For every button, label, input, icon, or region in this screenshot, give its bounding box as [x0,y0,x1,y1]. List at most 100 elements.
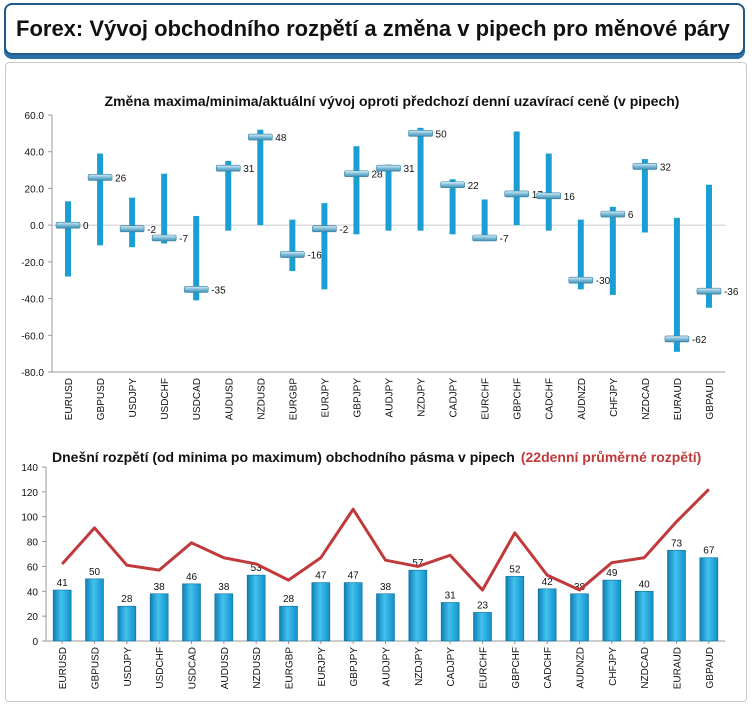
chart2-y-tick-label: 120 [21,488,38,499]
chart2-x-tick-label: EURGBP [285,647,296,690]
chart2-title-highlight: (22denní průměrné rozpětí) [521,449,701,465]
chart1-data-label: -7 [500,234,509,245]
chart1-axes: 60.0 40.0 20.0 0.0 -20.0 -40.0 -60.0 -80.0 [21,111,725,379]
chart2-marks: 41 50 28 38 46 38 53 28 47 47 38 57 31 23 52 42 38 49 40 73… [52,488,719,642]
chart1-x-tick-label: GBPAUD [705,378,716,420]
chart2-data-label: 42 [542,577,554,588]
chart2-bar [440,602,460,642]
chart1-data-label: 50 [436,129,448,140]
chart1-x-tick-label: GBPCHF [513,378,524,420]
chart1-current-marker [600,210,626,218]
chart2-data-label: 47 [315,571,327,582]
chart1-x-tick-label: EURAUD [673,378,684,420]
chart1-x-tick-label: USDCHF [160,378,171,420]
chart1-data-label: 16 [564,192,576,203]
chart2-x-tick-label: NZDJPY [414,647,425,686]
chart2-x-tick-label: EURJPY [317,647,328,687]
chart2-bar [311,582,331,642]
chart1-current-marker [151,234,177,242]
chart2-x-tick-label: CADCHF [543,647,554,689]
chart2-data-label: 38 [218,582,230,593]
chart2-data-label: 23 [477,600,489,611]
chart1-current-marker [280,251,305,258]
chart1-x-tick-label: USDJPY [128,378,139,418]
chart2-data-label: 28 [121,594,133,605]
chart2-bar [634,590,654,642]
chart1-x-tick-label: EURUSD [64,378,75,420]
chart2-bar [246,574,266,642]
chart2-x-tick-label: AUDUSD [220,647,231,689]
chart2-y-tick-label: 140 [21,463,38,474]
chart2-bar [570,593,589,642]
chart2-bar [699,557,719,642]
chart1-range-bar [577,219,584,290]
chart1-current-marker [183,286,209,293]
chart2-data-label: 49 [606,568,618,579]
chart2-bar [117,605,137,642]
chart1-data-label: 6 [628,210,634,221]
chart2-data-label: 57 [412,558,424,569]
chart2-data-label: 38 [574,582,586,593]
chart1-range-bar [705,184,712,308]
chart1-x-tick-label: NZDJPY [417,378,428,417]
chart2-y-tick-label: 0 [32,637,38,648]
chart1-range-bar [321,203,328,290]
chart1-range-bar [545,153,552,231]
chart1-range-bar [65,201,72,277]
chart1-range-bar [129,197,136,248]
chart1-range-bar [609,206,616,295]
chart2-x-tick-label: GBPCHF [511,647,522,689]
chart1-data-label: 28 [371,170,383,181]
chart1-current-marker [248,133,273,141]
chart1-y-tick-label: -60.0 [21,331,44,342]
chart1-marks: 026-2-7-353148-16-228315022-71716-30632-… [55,127,739,352]
chart1-y-tick-label: 0.0 [30,221,44,232]
chart2-bar [182,583,201,642]
chart2-x-tick-label: GBPUSD [91,647,102,689]
chart1-data-label: 31 [243,164,255,175]
chart1-y-tick-label: 20.0 [25,184,45,195]
chart2-x-tick-label: GBPAUD [705,647,716,689]
chart1-current-marker [215,164,241,172]
chart1-range-bar [161,173,168,244]
chart1-x-tick-label: CADJPY [449,378,460,418]
chart2-data-label: 47 [348,571,360,582]
chart1-x-tick-label: EURJPY [320,378,331,418]
chart-panel [5,62,747,702]
chart1-range-bar [385,164,392,231]
chart2-x-tick-label: EURAUD [673,647,684,689]
chart2-bar [667,549,686,642]
header-banner: Forex: Vývoj obchodního rozpětí a změna … [4,3,745,55]
chart1-data-label: 32 [660,162,672,173]
chart2-title: Dnešní rozpětí (od minima po maximum) ob… [52,449,701,465]
chart2-data-label: 41 [57,578,69,589]
chart1-range-bar [513,131,520,226]
chart1-data-label: -35 [211,285,226,296]
chart1-x-tick-label: GBPUSD [96,378,107,420]
chart1-x-tick-label: EURGBP [288,378,299,421]
chart1-range-bar [641,159,648,233]
chart1-data-label: 48 [275,133,287,144]
chart1-data-label: 22 [468,181,480,192]
chart1-y-tick-label: -20.0 [21,258,44,269]
chart1-range-bar [97,153,104,246]
chart1-x-tick-label: GBPJPY [352,378,363,418]
chart1-x-tick-label: CADCHF [545,378,556,420]
chart2-y-tick-label: 80 [27,538,39,549]
chart1-data-label: 0 [83,221,89,232]
chart2-x-tick-label: USDCHF [155,647,166,689]
chart2-bar [343,582,363,642]
chart1-title: Změna maxima/minima/aktuální vývoj oprot… [105,93,680,109]
chart1-data-label: 26 [115,173,127,184]
chart2-bar [505,576,525,642]
chart1-range-bar [289,219,296,272]
chart1-y-tick-label: -40.0 [21,295,44,306]
chart1-range-bar [225,160,232,231]
chart1-range-bar [673,217,680,352]
chart2-y-tick-label: 100 [21,513,38,524]
chart2-data-label: 53 [251,563,263,574]
chart2-x-tick-label: USDJPY [123,647,134,687]
chart2-data-label: 73 [671,538,683,549]
chart1-data-label: -30 [596,276,611,287]
chart1-current-marker [632,163,658,170]
